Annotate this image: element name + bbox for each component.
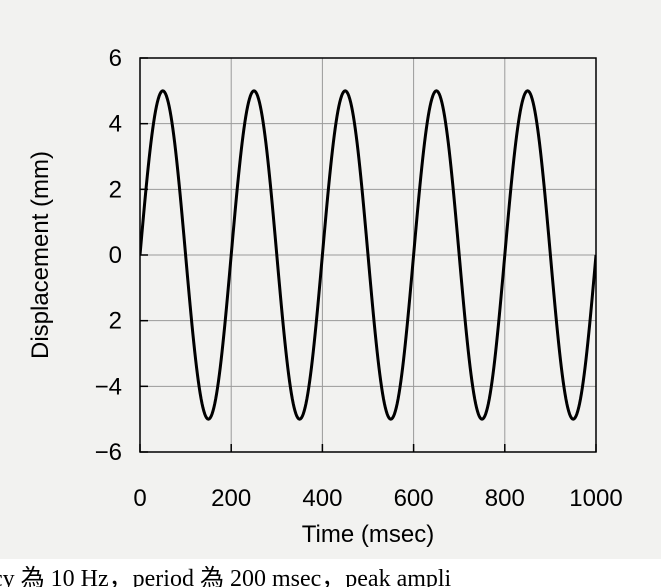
y-tick-label: −6 xyxy=(95,439,122,466)
displacement-sine-line xyxy=(140,89,596,421)
x-tick-label: 200 xyxy=(211,485,251,512)
x-tick-label: 0 xyxy=(133,485,146,512)
x-axis-label: Time (msec) xyxy=(302,521,434,548)
grid-lines xyxy=(140,58,596,452)
x-tick-labels: 0 200 400 600 800 1000 xyxy=(133,485,622,512)
x-tick-label: 600 xyxy=(394,485,434,512)
x-tick-label: 800 xyxy=(485,485,525,512)
y-tick-labels: 6 4 2 0 2 −4 −6 xyxy=(95,45,122,466)
y-axis-label: Displacement (mm) xyxy=(27,151,54,359)
y-tick-label: −4 xyxy=(95,373,122,400)
y-tick-label: 0 xyxy=(109,242,122,269)
caption-text: cy 為 10 Hz，period 為 200 msec，peak ampli xyxy=(0,566,452,587)
axis-ticks xyxy=(139,57,597,453)
y-tick-label: 6 xyxy=(109,45,122,72)
scanned-page-background xyxy=(0,0,661,559)
x-tick-label: 400 xyxy=(302,485,342,512)
x-tick-label: 1000 xyxy=(569,485,622,512)
y-tick-label: 2 xyxy=(109,176,122,203)
y-tick-label: 2 xyxy=(109,308,122,335)
y-tick-label: 4 xyxy=(109,111,122,138)
caption-text-strip: cy 為 10 Hz，period 為 200 msec，peak ampli xyxy=(0,559,661,587)
